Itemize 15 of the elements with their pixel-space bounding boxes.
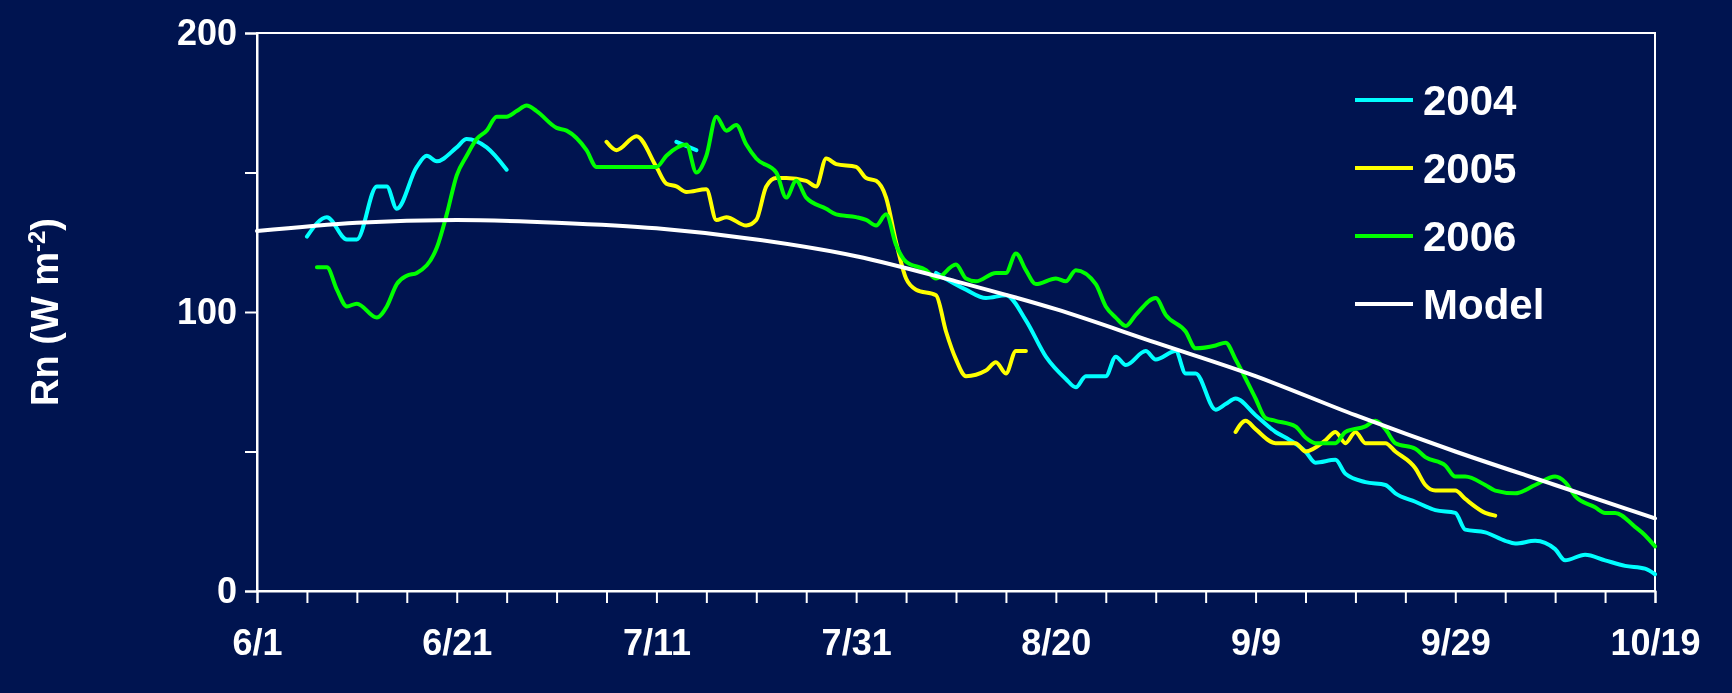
x-tick-label: 6/1	[232, 621, 283, 663]
x-tick-label: 9/9	[1231, 621, 1282, 663]
x-tick-label: 10/19	[1610, 621, 1701, 663]
x-tick-label: 8/20	[1021, 621, 1092, 663]
legend-label: Model	[1423, 280, 1545, 328]
x-tick-label: 7/11	[622, 621, 691, 663]
y-tick-label: 0	[216, 570, 237, 612]
legend-label: 2005	[1423, 144, 1517, 192]
y-tick-label: 200	[176, 12, 237, 54]
x-tick-label: 9/29	[1420, 621, 1491, 663]
x-tick-label: 7/31	[821, 621, 892, 663]
legend-label: 2006	[1423, 212, 1517, 260]
x-tick-label: 6/21	[422, 621, 493, 663]
y-tick-label: 100	[176, 291, 237, 333]
legend-label: 2004	[1423, 76, 1518, 124]
